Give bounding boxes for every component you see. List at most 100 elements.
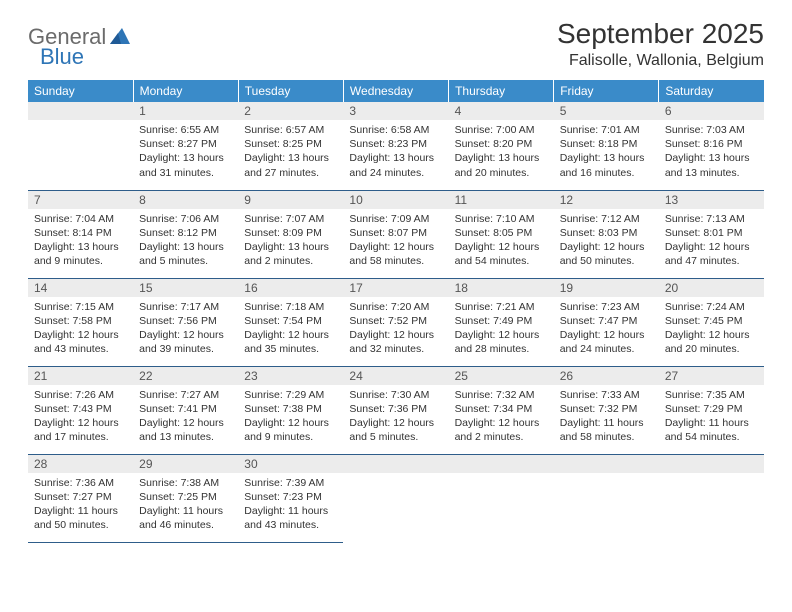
calendar-day-cell: 27Sunrise: 7:35 AMSunset: 7:29 PMDayligh… bbox=[659, 366, 764, 454]
sunrise-text: Sunrise: 7:39 AM bbox=[244, 476, 337, 490]
daylight-text: Daylight: 13 hours and 5 minutes. bbox=[139, 240, 232, 268]
sunset-text: Sunset: 8:16 PM bbox=[665, 137, 758, 151]
sunset-text: Sunset: 7:43 PM bbox=[34, 402, 127, 416]
daylight-text: Daylight: 13 hours and 24 minutes. bbox=[349, 151, 442, 179]
daylight-text: Daylight: 13 hours and 2 minutes. bbox=[244, 240, 337, 268]
calendar-day-cell: 20Sunrise: 7:24 AMSunset: 7:45 PMDayligh… bbox=[659, 278, 764, 366]
day-content: Sunrise: 6:55 AMSunset: 8:27 PMDaylight:… bbox=[133, 120, 238, 184]
sunrise-text: Sunrise: 7:15 AM bbox=[34, 300, 127, 314]
day-number: 9 bbox=[238, 191, 343, 209]
calendar-day-cell: 16Sunrise: 7:18 AMSunset: 7:54 PMDayligh… bbox=[238, 278, 343, 366]
day-number: 2 bbox=[238, 102, 343, 120]
day-number: 12 bbox=[554, 191, 659, 209]
calendar-day-cell: 25Sunrise: 7:32 AMSunset: 7:34 PMDayligh… bbox=[449, 366, 554, 454]
calendar-day-cell: 9Sunrise: 7:07 AMSunset: 8:09 PMDaylight… bbox=[238, 190, 343, 278]
sunset-text: Sunset: 7:52 PM bbox=[349, 314, 442, 328]
calendar-day-cell: 24Sunrise: 7:30 AMSunset: 7:36 PMDayligh… bbox=[343, 366, 448, 454]
calendar-day-cell: 23Sunrise: 7:29 AMSunset: 7:38 PMDayligh… bbox=[238, 366, 343, 454]
calendar-day-cell: 22Sunrise: 7:27 AMSunset: 7:41 PMDayligh… bbox=[133, 366, 238, 454]
day-number: 27 bbox=[659, 367, 764, 385]
col-wednesday: Wednesday bbox=[343, 80, 448, 102]
daylight-text: Daylight: 12 hours and 39 minutes. bbox=[139, 328, 232, 356]
day-content: Sunrise: 7:13 AMSunset: 8:01 PMDaylight:… bbox=[659, 209, 764, 273]
day-number: 21 bbox=[28, 367, 133, 385]
sunrise-text: Sunrise: 7:07 AM bbox=[244, 212, 337, 226]
day-number: 28 bbox=[28, 455, 133, 473]
calendar-day-cell: 28Sunrise: 7:36 AMSunset: 7:27 PMDayligh… bbox=[28, 454, 133, 542]
calendar-day-cell bbox=[659, 454, 764, 542]
logo-text-2: Blue bbox=[40, 44, 84, 69]
day-number: 7 bbox=[28, 191, 133, 209]
calendar-week-row: 21Sunrise: 7:26 AMSunset: 7:43 PMDayligh… bbox=[28, 366, 764, 454]
calendar-day-cell bbox=[554, 454, 659, 542]
calendar-day-cell: 10Sunrise: 7:09 AMSunset: 8:07 PMDayligh… bbox=[343, 190, 448, 278]
day-number: 26 bbox=[554, 367, 659, 385]
calendar-day-cell: 3Sunrise: 6:58 AMSunset: 8:23 PMDaylight… bbox=[343, 102, 448, 190]
day-content: Sunrise: 7:07 AMSunset: 8:09 PMDaylight:… bbox=[238, 209, 343, 273]
sunrise-text: Sunrise: 7:20 AM bbox=[349, 300, 442, 314]
day-number: 19 bbox=[554, 279, 659, 297]
sunset-text: Sunset: 7:45 PM bbox=[665, 314, 758, 328]
day-content: Sunrise: 6:57 AMSunset: 8:25 PMDaylight:… bbox=[238, 120, 343, 184]
daylight-text: Daylight: 12 hours and 13 minutes. bbox=[139, 416, 232, 444]
day-content: Sunrise: 7:35 AMSunset: 7:29 PMDaylight:… bbox=[659, 385, 764, 449]
calendar-day-cell: 1Sunrise: 6:55 AMSunset: 8:27 PMDaylight… bbox=[133, 102, 238, 190]
day-content: Sunrise: 7:04 AMSunset: 8:14 PMDaylight:… bbox=[28, 209, 133, 273]
sunset-text: Sunset: 7:34 PM bbox=[455, 402, 548, 416]
day-content: Sunrise: 7:09 AMSunset: 8:07 PMDaylight:… bbox=[343, 209, 448, 273]
calendar-day-cell bbox=[28, 102, 133, 190]
col-monday: Monday bbox=[133, 80, 238, 102]
sunset-text: Sunset: 8:18 PM bbox=[560, 137, 653, 151]
month-title: September 2025 bbox=[557, 18, 764, 50]
daylight-text: Daylight: 12 hours and 5 minutes. bbox=[349, 416, 442, 444]
daylight-text: Daylight: 12 hours and 9 minutes. bbox=[244, 416, 337, 444]
day-content: Sunrise: 6:58 AMSunset: 8:23 PMDaylight:… bbox=[343, 120, 448, 184]
col-saturday: Saturday bbox=[659, 80, 764, 102]
calendar-day-cell: 11Sunrise: 7:10 AMSunset: 8:05 PMDayligh… bbox=[449, 190, 554, 278]
sunset-text: Sunset: 8:23 PM bbox=[349, 137, 442, 151]
sunset-text: Sunset: 7:47 PM bbox=[560, 314, 653, 328]
day-number: 13 bbox=[659, 191, 764, 209]
sunrise-text: Sunrise: 6:57 AM bbox=[244, 123, 337, 137]
daylight-text: Daylight: 13 hours and 9 minutes. bbox=[34, 240, 127, 268]
logo-triangle-icon bbox=[110, 28, 130, 49]
daylight-text: Daylight: 12 hours and 54 minutes. bbox=[455, 240, 548, 268]
daylight-text: Daylight: 12 hours and 17 minutes. bbox=[34, 416, 127, 444]
sunrise-text: Sunrise: 7:04 AM bbox=[34, 212, 127, 226]
calendar-week-row: 7Sunrise: 7:04 AMSunset: 8:14 PMDaylight… bbox=[28, 190, 764, 278]
sunrise-text: Sunrise: 7:24 AM bbox=[665, 300, 758, 314]
day-content: Sunrise: 7:00 AMSunset: 8:20 PMDaylight:… bbox=[449, 120, 554, 184]
sunset-text: Sunset: 8:20 PM bbox=[455, 137, 548, 151]
day-number: 20 bbox=[659, 279, 764, 297]
daylight-text: Daylight: 12 hours and 2 minutes. bbox=[455, 416, 548, 444]
day-number: 4 bbox=[449, 102, 554, 120]
sunrise-text: Sunrise: 7:17 AM bbox=[139, 300, 232, 314]
sunrise-text: Sunrise: 6:58 AM bbox=[349, 123, 442, 137]
col-friday: Friday bbox=[554, 80, 659, 102]
daylight-text: Daylight: 12 hours and 47 minutes. bbox=[665, 240, 758, 268]
sunset-text: Sunset: 8:25 PM bbox=[244, 137, 337, 151]
sunrise-text: Sunrise: 7:27 AM bbox=[139, 388, 232, 402]
daylight-text: Daylight: 12 hours and 50 minutes. bbox=[560, 240, 653, 268]
sunset-text: Sunset: 7:38 PM bbox=[244, 402, 337, 416]
day-number: 30 bbox=[238, 455, 343, 473]
sunrise-text: Sunrise: 7:13 AM bbox=[665, 212, 758, 226]
sunset-text: Sunset: 8:03 PM bbox=[560, 226, 653, 240]
day-number: 6 bbox=[659, 102, 764, 120]
sunset-text: Sunset: 7:54 PM bbox=[244, 314, 337, 328]
day-content: Sunrise: 7:18 AMSunset: 7:54 PMDaylight:… bbox=[238, 297, 343, 361]
day-number bbox=[28, 102, 133, 120]
day-content: Sunrise: 7:30 AMSunset: 7:36 PMDaylight:… bbox=[343, 385, 448, 449]
day-number: 11 bbox=[449, 191, 554, 209]
daylight-text: Daylight: 11 hours and 46 minutes. bbox=[139, 504, 232, 532]
sunset-text: Sunset: 8:01 PM bbox=[665, 226, 758, 240]
day-content: Sunrise: 7:01 AMSunset: 8:18 PMDaylight:… bbox=[554, 120, 659, 184]
sunset-text: Sunset: 8:12 PM bbox=[139, 226, 232, 240]
day-content: Sunrise: 7:03 AMSunset: 8:16 PMDaylight:… bbox=[659, 120, 764, 184]
day-number: 25 bbox=[449, 367, 554, 385]
day-number bbox=[343, 455, 448, 473]
sunrise-text: Sunrise: 7:09 AM bbox=[349, 212, 442, 226]
sunrise-text: Sunrise: 7:36 AM bbox=[34, 476, 127, 490]
calendar-day-cell: 21Sunrise: 7:26 AMSunset: 7:43 PMDayligh… bbox=[28, 366, 133, 454]
calendar-week-row: 1Sunrise: 6:55 AMSunset: 8:27 PMDaylight… bbox=[28, 102, 764, 190]
